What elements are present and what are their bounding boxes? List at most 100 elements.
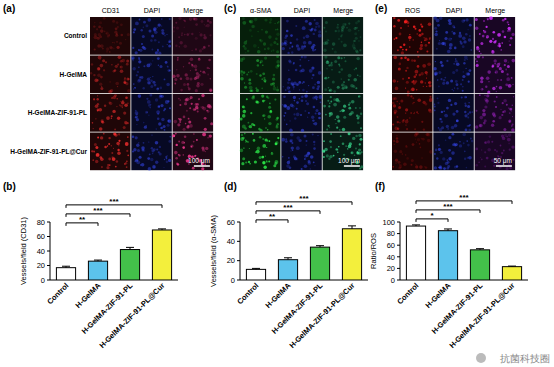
signal-speck: [100, 158, 103, 161]
signal-speck: [241, 71, 243, 73]
signal-speck: [314, 84, 316, 86]
signal-speck: [494, 63, 496, 65]
signal-speck: [421, 42, 422, 43]
micrograph-bg: [392, 94, 433, 132]
signal-speck: [405, 120, 409, 124]
signal-speck: [434, 110, 436, 112]
signal-speck: [329, 89, 332, 92]
signal-speck: [98, 26, 101, 29]
signal-speck: [505, 83, 508, 86]
signal-speck: [249, 163, 250, 164]
signal-speck: [180, 89, 183, 92]
signal-speck: [273, 85, 275, 87]
signal-speck: [421, 138, 423, 140]
signal-speck: [138, 67, 139, 68]
signal-speck: [126, 63, 129, 66]
signal-speck: [93, 74, 95, 76]
signal-speck: [406, 157, 409, 160]
signal-speck: [484, 142, 486, 144]
signal-speck: [265, 155, 266, 156]
signal-speck: [94, 143, 97, 146]
signal-speck: [264, 18, 267, 21]
signal-speck: [426, 86, 427, 87]
signal-speck: [263, 42, 266, 45]
signal-speck: [421, 33, 423, 35]
signal-speck: [503, 128, 506, 131]
signal-speck: [483, 20, 485, 22]
y-tick: [47, 222, 50, 223]
signal-speck: [458, 34, 462, 38]
panel-label: (f): [375, 181, 385, 192]
signal-speck: [302, 26, 306, 30]
signal-speck: [341, 68, 344, 71]
signal-speck: [496, 91, 497, 92]
signal-speck: [160, 127, 163, 130]
signal-speck: [358, 30, 359, 31]
signal-speck: [313, 106, 316, 109]
signal-speck: [434, 109, 436, 111]
error-cap: [348, 225, 356, 226]
signal-speck: [176, 163, 178, 165]
signal-speck: [482, 56, 484, 58]
signal-speck: [447, 168, 448, 169]
signal-speck: [276, 60, 280, 64]
signal-speck: [501, 49, 502, 50]
signal-speck: [148, 115, 149, 116]
signal-speck: [323, 27, 325, 29]
signal-speck: [411, 59, 414, 62]
signal-speck: [146, 125, 147, 126]
y-tick: [237, 222, 240, 223]
signal-speck: [438, 86, 440, 88]
signal-speck: [482, 113, 486, 117]
signal-speck: [337, 120, 340, 123]
signal-speck: [359, 76, 360, 77]
signal-speck: [463, 40, 466, 43]
signal-speck: [466, 18, 469, 21]
signal-speck: [335, 30, 337, 32]
micrograph-bg: [475, 133, 515, 171]
micrograph: [475, 94, 515, 132]
signal-speck: [191, 64, 193, 66]
signal-speck: [103, 69, 105, 71]
signal-speck: [429, 98, 433, 102]
signal-speck: [179, 118, 182, 121]
signal-speck: [185, 73, 188, 76]
signal-speck: [167, 120, 169, 122]
signal-speck: [405, 88, 406, 89]
signal-speck: [135, 22, 139, 26]
signal-speck: [415, 80, 417, 82]
signal-speck: [414, 128, 416, 130]
signal-speck: [251, 123, 254, 126]
signal-speck: [124, 121, 127, 124]
signal-speck: [202, 133, 206, 137]
signal-speck: [135, 115, 138, 118]
signal-speck: [394, 143, 396, 145]
signal-speck: [112, 20, 115, 23]
signal-speck: [331, 62, 333, 64]
signal-speck: [288, 157, 290, 159]
signal-speck: [344, 85, 348, 89]
error-bar: [444, 229, 452, 231]
signal-speck: [291, 146, 294, 149]
signal-speck: [466, 68, 467, 69]
signal-speck: [175, 133, 177, 135]
signal-speck: [287, 52, 289, 54]
y-axis-label: Vessels/field (CD31): [19, 217, 28, 285]
signal-speck: [427, 133, 431, 137]
signal-speck: [468, 156, 472, 160]
signal-speck: [462, 37, 466, 41]
signal-speck: [497, 45, 499, 47]
signal-speck: [293, 155, 296, 158]
signal-speck: [159, 146, 161, 148]
signal-speck: [341, 41, 343, 43]
signal-speck: [267, 47, 270, 50]
signal-speck: [93, 98, 95, 100]
signal-speck: [147, 81, 150, 84]
signal-speck: [95, 146, 98, 149]
significance-label: ***: [443, 202, 453, 211]
signal-speck: [289, 61, 292, 64]
signal-speck: [121, 101, 125, 105]
micrograph: [281, 133, 322, 171]
micrograph-bg: [90, 17, 131, 55]
signal-speck: [116, 21, 119, 24]
